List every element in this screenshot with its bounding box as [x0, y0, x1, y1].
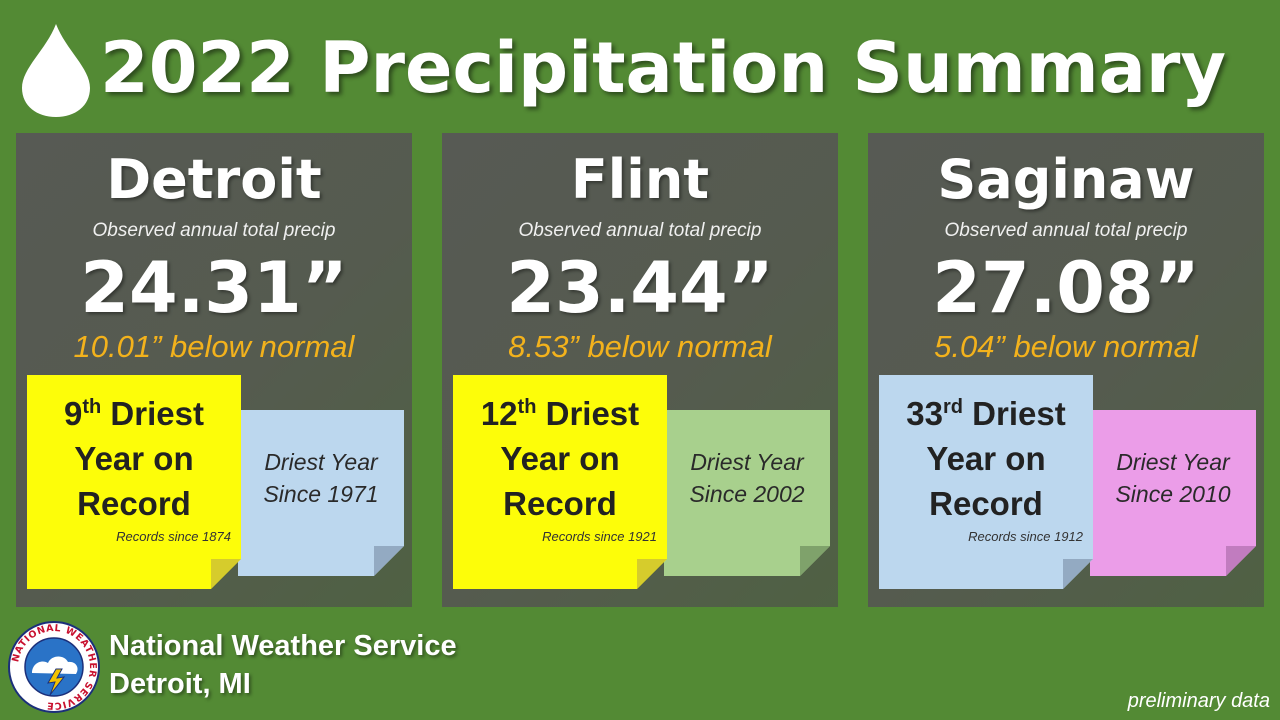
note-curl: [800, 546, 830, 576]
city-name: Saginaw: [937, 148, 1195, 211]
driest-since-line2: Since 2010: [1115, 481, 1231, 507]
driest-since-line1: Driest Year: [1116, 449, 1230, 475]
city-name: Flint: [570, 148, 710, 211]
raindrop-icon: [22, 24, 90, 117]
rank-number: 33: [906, 395, 943, 432]
rank-word: Driest: [536, 395, 640, 432]
rank-line3: Record: [77, 485, 191, 522]
note-curl: [211, 559, 241, 589]
observed-label: Observed annual total precip: [944, 220, 1188, 241]
driest-since-note: Driest Year Since 1971: [238, 410, 404, 576]
rank-suffix: rd: [943, 396, 963, 418]
driest-since-note: Driest Year Since 2002: [664, 410, 830, 576]
rank-line3: Record: [503, 485, 617, 522]
preliminary-note: preliminary data: [1127, 690, 1270, 712]
records-since: Records since 1921: [542, 529, 657, 544]
note-curl: [1226, 546, 1256, 576]
city-panel-flint: Flint Observed annual total precip 23.44…: [442, 133, 838, 607]
rank-line3: Record: [929, 485, 1043, 522]
annual-total: 24.31”: [80, 247, 348, 329]
observed-label: Observed annual total precip: [518, 220, 762, 241]
rank-note: 12th Driest Year on Record Records since…: [453, 375, 667, 589]
rank-note: 9th Driest Year on Record Records since …: [27, 375, 241, 589]
annual-total: 23.44”: [506, 247, 774, 329]
driest-since-line1: Driest Year: [690, 449, 804, 475]
rank-line2: Year on: [500, 440, 620, 477]
departure-from-normal: 5.04” below normal: [934, 329, 1198, 364]
rank-word: Driest: [963, 395, 1066, 432]
rank-note: 33rd Driest Year on Record Records since…: [879, 375, 1093, 589]
departure-from-normal: 8.53” below normal: [508, 329, 772, 364]
records-since: Records since 1874: [116, 529, 231, 544]
rank-number: 12: [480, 395, 518, 432]
header: 2022 Precipitation Summary: [0, 0, 1280, 130]
footer-org-name: National Weather Service: [109, 630, 457, 662]
nws-logo: NATIONAL WEATHER SERVICE: [8, 621, 100, 713]
rank-line2: Year on: [926, 440, 1046, 477]
note-curl: [1063, 559, 1093, 589]
rank-number: 9: [64, 395, 83, 432]
rank-word: Driest: [101, 395, 204, 432]
rank-suffix: th: [517, 396, 537, 418]
records-since: Records since 1912: [968, 529, 1083, 544]
driest-since-note: Driest Year Since 2010: [1090, 410, 1256, 576]
city-name: Detroit: [106, 148, 322, 211]
rank-suffix: th: [82, 396, 102, 418]
note-curl: [637, 559, 667, 589]
rank-line2: Year on: [74, 440, 194, 477]
footer-office: Detroit, MI: [109, 668, 251, 700]
driest-since-line1: Driest Year: [264, 449, 378, 475]
note-curl: [374, 546, 404, 576]
driest-since-line2: Since 2002: [689, 481, 805, 507]
city-panel-saginaw: Saginaw Observed annual total precip 27.…: [868, 133, 1264, 607]
city-panel-detroit: Detroit Observed annual total precip 24.…: [16, 133, 412, 607]
annual-total: 27.08”: [932, 247, 1200, 329]
observed-label: Observed annual total precip: [92, 220, 336, 241]
driest-since-line2: Since 1971: [263, 481, 379, 507]
departure-from-normal: 10.01” below normal: [73, 329, 355, 364]
page-title: 2022 Precipitation Summary: [100, 27, 1227, 109]
